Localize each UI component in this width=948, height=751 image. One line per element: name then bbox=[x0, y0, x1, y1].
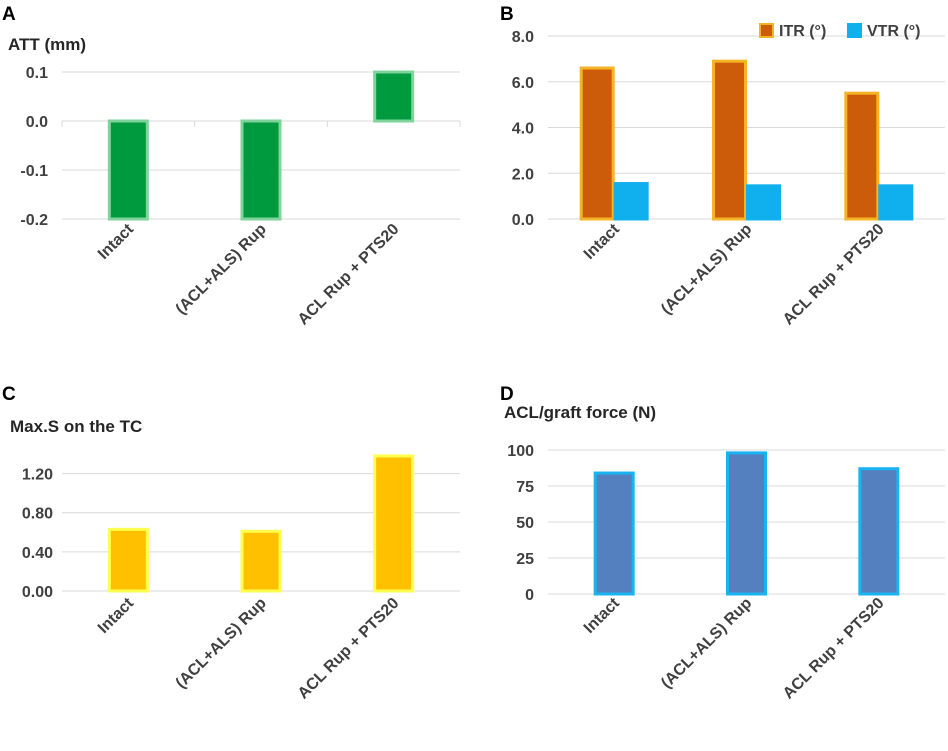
bar-itr-0 bbox=[579, 66, 615, 221]
y-tick-label: 2.0 bbox=[512, 166, 534, 183]
legend-swatch bbox=[847, 23, 862, 38]
x-tick-label: Intact bbox=[581, 594, 624, 637]
bar-max-s-on-the-tc-2 bbox=[373, 454, 415, 593]
bar-att-mm-2 bbox=[373, 70, 415, 123]
chart-panel-c: Max.S on the TC 1.20 0.80 0.40 0.00 Intact (AC… bbox=[10, 417, 460, 702]
bar-vtr-2 bbox=[878, 184, 914, 221]
x-tick-label: ACL Rup + PTS20 bbox=[780, 221, 888, 329]
y-tick-label: 100 bbox=[507, 443, 534, 460]
bar-acl-graft-force-n-2 bbox=[858, 467, 900, 596]
y-tick-label: 75 bbox=[516, 479, 534, 496]
chart-panel-b: 8.0 6.0 4.0 2.0 0.0 Intact (ACL+ALS) Rup ACL Ru… bbox=[512, 23, 945, 328]
x-tick-label: Intact bbox=[581, 220, 624, 263]
bar-att-mm-0 bbox=[107, 119, 149, 221]
y-tick-label: 8.0 bbox=[512, 29, 534, 46]
y-tick-label: 0 bbox=[525, 587, 534, 604]
panel-letter-c: C bbox=[2, 384, 16, 405]
y-tick-label: 0.0 bbox=[512, 212, 534, 229]
bar-max-s-on-the-tc-0 bbox=[107, 527, 149, 593]
legend-label: ITR (°) bbox=[779, 23, 826, 40]
y-tick-label: 6.0 bbox=[512, 75, 534, 92]
x-tick-label: (ACL+ALS) Rup bbox=[173, 221, 270, 318]
y-tick-label: 50 bbox=[516, 515, 534, 532]
y-tick-label: 4.0 bbox=[512, 121, 534, 138]
x-tick-label: (ACL+ALS) Rup bbox=[658, 221, 755, 318]
bar-max-s-on-the-tc-1 bbox=[240, 529, 282, 593]
panel-letter-d: D bbox=[500, 384, 514, 405]
y-tick-label: -0.1 bbox=[20, 163, 48, 180]
y-tick-label: 1.20 bbox=[22, 467, 53, 484]
bar-acl-graft-force-n-0 bbox=[593, 471, 635, 596]
x-tick-label: ACL Rup + PTS20 bbox=[295, 221, 403, 329]
bar-itr-2 bbox=[844, 91, 880, 221]
x-tick-label: ACL Rup + PTS20 bbox=[295, 595, 403, 703]
bar-itr-1 bbox=[712, 59, 747, 221]
chart-title: ATT (mm) bbox=[8, 35, 86, 54]
panel-letter-b: B bbox=[500, 4, 514, 25]
x-tick-label: (ACL+ALS) Rup bbox=[173, 595, 270, 692]
y-tick-label: 0.00 bbox=[22, 584, 53, 601]
y-tick-label: 0.1 bbox=[26, 65, 48, 82]
x-tick-label: ACL Rup + PTS20 bbox=[780, 595, 888, 703]
bar-att-mm-1 bbox=[240, 119, 282, 221]
bar-acl-graft-force-n-1 bbox=[726, 451, 767, 596]
x-tick-label: Intact bbox=[95, 594, 138, 637]
chart-title: Max.S on the TC bbox=[10, 417, 142, 436]
bar-vtr-1 bbox=[746, 184, 781, 221]
y-tick-label: 0.40 bbox=[22, 545, 53, 562]
bar-vtr-0 bbox=[613, 182, 649, 221]
y-tick-label: 0.0 bbox=[26, 114, 48, 131]
chart-panel-a: ATT (mm) 0.1 0.0 -0.1 -0.2 Intact (ACL+ALS) Ru… bbox=[8, 35, 461, 329]
legend-swatch bbox=[759, 23, 774, 38]
x-tick-label: Intact bbox=[95, 220, 138, 263]
legend-label: VTR (°) bbox=[867, 23, 921, 40]
y-tick-label: 0.80 bbox=[22, 506, 53, 523]
y-tick-label: -0.2 bbox=[20, 212, 48, 229]
chart-panel-d: ACL/graft force (N) 100 75 50 25 0 Intact (ACL+… bbox=[504, 403, 945, 702]
panel-letter-a: A bbox=[2, 4, 16, 25]
y-tick-label: 25 bbox=[516, 551, 534, 568]
x-tick-label: (ACL+ALS) Rup bbox=[658, 595, 755, 692]
chart-title: ACL/graft force (N) bbox=[504, 403, 656, 422]
